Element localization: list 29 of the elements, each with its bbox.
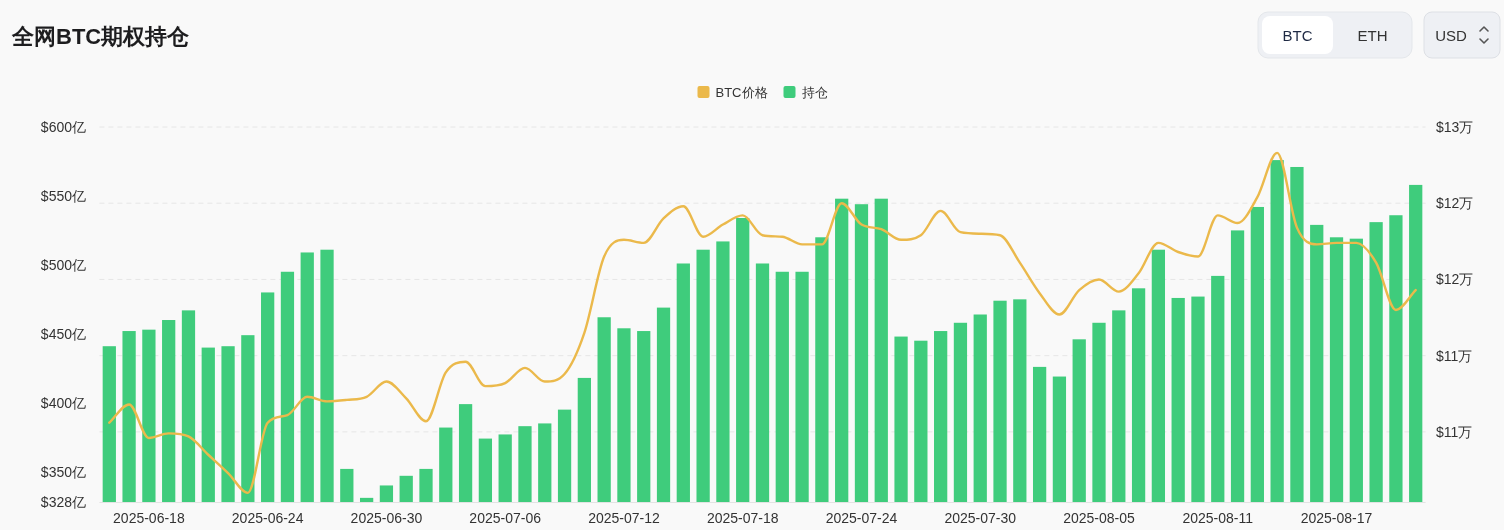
y-tick-label: $450亿 (40, 325, 86, 342)
y-tick-label: $500亿 (40, 256, 86, 273)
x-tick-label: 2025-08-05 (1063, 510, 1136, 526)
x-tick-label: 2025-06-24 (231, 510, 304, 526)
x-tick-label: 2025-08-11 (1182, 510, 1254, 526)
y2-tick-label: $11万 (1436, 423, 1473, 440)
x-tick-label: 2025-07-30 (944, 510, 1017, 526)
x-tick-label: 2025-06-30 (350, 510, 423, 526)
x-tick-label: 2025-08-17 (1300, 510, 1373, 526)
y2-tick-label: $13万 (1436, 119, 1474, 135)
legend-label: 持仓 (801, 84, 828, 100)
control-toggle: BTC ETH (1257, 11, 1413, 59)
x-tick-label: 2025-07-18 (706, 510, 779, 526)
y-tick-label: $350亿 (40, 463, 86, 480)
y2-tick-label: $12万 (1436, 271, 1474, 288)
y-tick-label: $600亿 (40, 119, 86, 135)
x-tick-label: 2025-07-06 (469, 510, 542, 526)
legend-label: BTC价格 (715, 84, 768, 100)
x-tick-label: 2025-07-24 (825, 510, 898, 526)
line-series (108, 151, 1417, 495)
x-tick-label: 2025-07-12 (588, 510, 660, 526)
chart-title: 全网BTC期权持仓 (11, 24, 191, 49)
x-tick-label: 2025-06-18 (113, 510, 185, 526)
control-select: USD (1423, 11, 1501, 59)
y-tick-label: $400亿 (40, 394, 86, 411)
y-tick-label: $328亿 (40, 494, 86, 510)
y-tick-label: $550亿 (40, 187, 86, 204)
y2-tick-label: $12万 (1436, 195, 1474, 212)
y2-tick-label: $11万 (1436, 347, 1473, 364)
